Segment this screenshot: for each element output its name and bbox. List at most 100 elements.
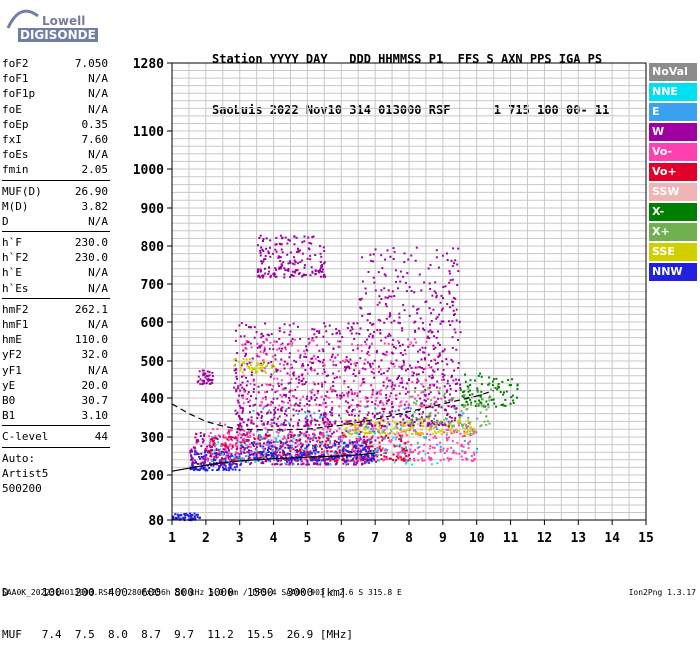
echo-point [351,423,354,426]
echo-point [259,451,262,453]
echo-point [441,372,444,375]
echo-point [405,290,408,293]
echo-point [491,380,494,383]
echo-point [263,367,266,370]
echo-point [365,292,367,295]
echo-point [197,380,200,383]
echo-point [375,396,378,399]
echo-point [280,440,283,443]
echo-point [257,385,260,388]
echo-point [452,379,455,382]
echo-point [303,450,306,453]
echo-point [385,427,388,430]
echo-point [243,441,246,444]
echo-point [239,369,242,372]
echo-point [321,361,324,364]
echo-point [259,276,262,279]
echo-point [222,434,225,437]
echo-point [303,454,306,456]
echo-point [424,358,427,361]
echo-point [366,413,369,416]
echo-point [248,432,251,435]
echo-point [314,451,317,454]
echo-point [334,444,337,447]
y-tick-label: 800 [141,240,165,255]
echo-point [413,291,416,294]
echo-point [344,419,347,422]
echo-point [463,405,465,408]
echo-point [435,317,438,320]
echo-point [298,404,301,407]
echo-point [399,443,402,446]
echo-point [240,436,243,439]
echo-point [388,457,391,460]
echo-point [340,396,343,398]
echo-point [262,450,265,453]
echo-point [329,410,332,413]
echo-point [393,365,396,368]
echo-point [222,466,224,469]
echo-point [279,256,282,259]
echo-point [441,424,444,426]
echo-point [234,329,237,332]
echo-point [264,398,267,401]
echo-point [270,442,273,444]
echo-point [220,463,223,466]
echo-point [411,450,414,453]
echo-point [213,441,216,444]
echo-point [329,414,332,417]
echo-point [467,441,470,444]
echo-point [443,431,446,434]
echo-point [310,368,313,371]
echo-point [226,451,228,454]
echo-point [369,422,372,425]
echo-point [234,468,237,471]
echo-point [277,449,280,452]
echo-point [202,463,205,466]
echo-point [320,382,323,385]
echo-point [413,459,416,462]
echo-point [286,242,289,245]
echo-point [344,460,346,463]
echo-point [364,287,367,290]
param-value: N/A [88,281,108,295]
echo-point [231,439,234,442]
echo-point [374,424,377,427]
echo-point [303,240,306,243]
echo-point [395,394,398,397]
echo-point [329,463,332,466]
echo-point [172,515,175,518]
echo-point [336,451,339,454]
echo-point [211,445,213,448]
echo-point [297,463,300,466]
echo-point [270,400,273,403]
echo-point [353,414,356,417]
echo-point [472,459,475,462]
echo-point [200,467,203,470]
echo-point [259,442,261,445]
echo-point [324,394,327,397]
echo-point [291,262,294,265]
echo-point [274,243,277,246]
echo-point [404,432,407,435]
echo-point [278,337,281,340]
echo-point [446,259,449,261]
echo-point [401,386,404,389]
echo-point [386,296,389,299]
echo-point [403,361,405,364]
echo-point [363,381,366,384]
echo-point [305,454,308,457]
echo-point [353,455,356,457]
echo-point [441,378,443,381]
param-value: 110.0 [74,333,108,347]
echo-point [380,435,383,438]
echo-point [260,436,263,439]
echo-point [326,462,329,465]
echo-point [269,411,272,414]
echo-point [403,408,406,411]
echo-point [229,467,232,470]
echo-point [407,424,410,427]
echo-point [318,271,321,274]
echo-point [255,457,258,460]
echo-point [354,449,357,452]
